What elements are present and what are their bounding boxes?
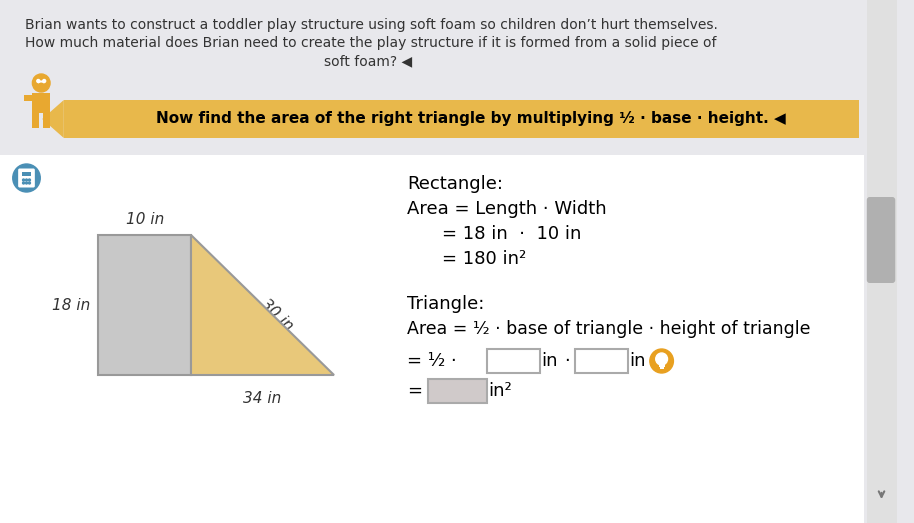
FancyBboxPatch shape: [24, 95, 32, 101]
Text: Now find the area of the right triangle by multiplying ¹⁄₂ · base · height. ◀︎: Now find the area of the right triangle …: [156, 111, 786, 127]
Circle shape: [23, 179, 25, 181]
Circle shape: [26, 182, 27, 184]
Circle shape: [23, 182, 25, 184]
Text: Rectangle:: Rectangle:: [408, 175, 504, 193]
Text: •: •: [655, 353, 668, 371]
FancyBboxPatch shape: [0, 155, 864, 523]
FancyBboxPatch shape: [575, 349, 628, 373]
Text: 34 in: 34 in: [243, 391, 282, 406]
Circle shape: [13, 164, 40, 192]
Circle shape: [650, 349, 674, 373]
Text: =: =: [408, 382, 422, 400]
Circle shape: [28, 179, 30, 181]
FancyBboxPatch shape: [660, 367, 664, 369]
Text: Area = Length · Width: Area = Length · Width: [408, 200, 607, 218]
Text: Area = ¹⁄₂ · base of triangle · height of triangle: Area = ¹⁄₂ · base of triangle · height o…: [408, 320, 811, 338]
Text: = ¹⁄₂ ·: = ¹⁄₂ ·: [408, 352, 457, 370]
FancyBboxPatch shape: [22, 172, 31, 176]
Circle shape: [32, 74, 50, 92]
Polygon shape: [42, 100, 64, 138]
Polygon shape: [191, 235, 334, 375]
FancyBboxPatch shape: [64, 100, 859, 138]
Text: 18 in: 18 in: [52, 298, 90, 313]
FancyBboxPatch shape: [32, 113, 39, 128]
Circle shape: [26, 179, 27, 181]
FancyBboxPatch shape: [866, 0, 898, 523]
FancyBboxPatch shape: [428, 379, 487, 403]
Text: 10 in: 10 in: [125, 212, 164, 227]
Circle shape: [655, 353, 667, 365]
Text: in: in: [541, 352, 558, 370]
Text: ·: ·: [565, 352, 570, 370]
FancyBboxPatch shape: [866, 197, 895, 283]
Text: Brian wants to construct a toddler play structure using soft foam so children do: Brian wants to construct a toddler play …: [25, 18, 717, 32]
FancyBboxPatch shape: [0, 0, 864, 155]
FancyBboxPatch shape: [43, 113, 50, 128]
Text: = 180 in²: = 180 in²: [441, 250, 526, 268]
Text: in: in: [629, 352, 645, 370]
Text: 30 in: 30 in: [259, 297, 296, 334]
FancyBboxPatch shape: [98, 235, 191, 375]
Text: soft foam? ◀︎: soft foam? ◀︎: [324, 54, 412, 68]
FancyBboxPatch shape: [18, 168, 35, 188]
FancyBboxPatch shape: [659, 364, 664, 367]
Circle shape: [43, 79, 46, 83]
Circle shape: [28, 182, 30, 184]
Text: = 18 in  ·  10 in: = 18 in · 10 in: [441, 225, 581, 243]
Text: Triangle:: Triangle:: [408, 295, 484, 313]
Text: in²: in²: [488, 382, 512, 400]
FancyBboxPatch shape: [487, 349, 540, 373]
Circle shape: [37, 79, 39, 83]
Text: How much material does Brian need to create the play structure if it is formed f: How much material does Brian need to cre…: [25, 36, 716, 50]
FancyBboxPatch shape: [32, 93, 50, 113]
